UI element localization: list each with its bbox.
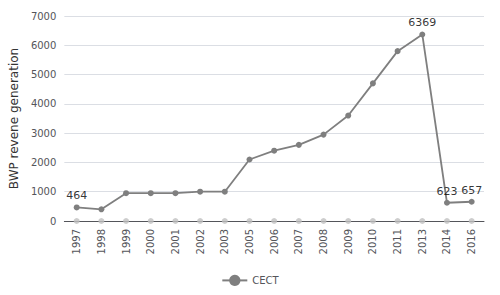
svg-text:2000: 2000: [145, 229, 156, 254]
svg-text:5000: 5000: [31, 69, 56, 80]
svg-text:BWP revene generation: BWP revene generation: [7, 48, 21, 189]
svg-text:2003: 2003: [219, 229, 230, 254]
svg-text:1999: 1999: [121, 229, 132, 254]
svg-text:6369: 6369: [408, 16, 436, 29]
svg-text:3000: 3000: [31, 128, 56, 139]
svg-text:2006: 2006: [269, 229, 280, 254]
svg-text:2002: 2002: [195, 229, 206, 254]
svg-text:6000: 6000: [31, 40, 56, 51]
svg-text:464: 464: [66, 189, 87, 202]
svg-text:623: 623: [436, 185, 457, 198]
svg-text:1998: 1998: [96, 229, 107, 254]
svg-text:2016: 2016: [466, 229, 477, 254]
svg-text:2013: 2013: [417, 229, 428, 254]
svg-text:2009: 2009: [343, 229, 354, 254]
svg-text:CECT: CECT: [252, 275, 279, 286]
svg-text:2001: 2001: [170, 229, 181, 254]
svg-text:2014: 2014: [441, 229, 452, 254]
svg-text:1000: 1000: [31, 186, 56, 197]
svg-text:2007: 2007: [293, 229, 304, 254]
svg-text:1997: 1997: [71, 229, 82, 254]
svg-text:4000: 4000: [31, 98, 56, 109]
svg-text:7000: 7000: [31, 11, 56, 22]
svg-text:2010: 2010: [367, 229, 378, 254]
svg-text:2005: 2005: [244, 229, 255, 254]
svg-text:2011: 2011: [392, 229, 403, 254]
svg-text:2008: 2008: [318, 229, 329, 254]
svg-text:0: 0: [50, 216, 56, 227]
svg-text:2000: 2000: [31, 157, 56, 168]
svg-text:657: 657: [461, 184, 482, 197]
